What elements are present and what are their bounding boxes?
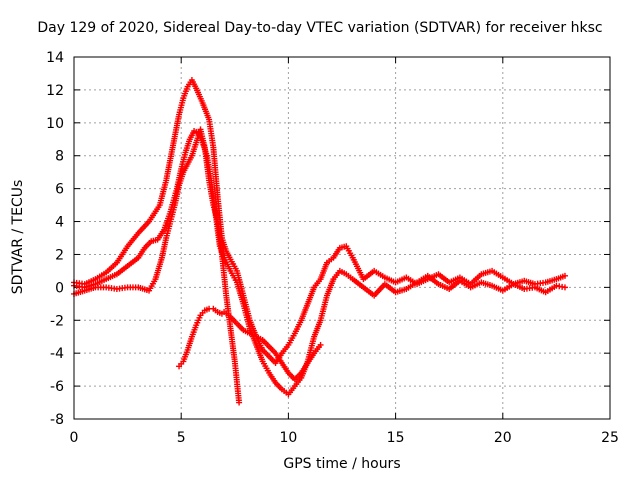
y-tick-label: 4 (55, 215, 64, 231)
y-tick-label: 8 (55, 149, 64, 165)
axis-ticks: 0 5 10 15 20 25 -8 -6 -4 -2 0 2 4 6 8 10 12 14 (46, 50, 619, 446)
y-tick-label: -6 (50, 379, 64, 395)
x-tick-label: 20 (494, 430, 512, 446)
grid (74, 57, 610, 419)
y-tick-label: -4 (50, 346, 64, 362)
x-axis-label: GPS time / hours (283, 456, 401, 472)
y-axis-label: SDTVAR / TECUs (10, 179, 26, 295)
y-tick-label: 10 (46, 116, 64, 132)
x-tick-label: 0 (70, 430, 79, 446)
x-tick-label: 10 (279, 430, 297, 446)
data-point (561, 284, 568, 291)
data-points (71, 77, 568, 406)
y-tick-label: -8 (50, 412, 64, 428)
data-point (317, 341, 324, 348)
y-tick-label: -2 (50, 313, 64, 329)
y-tick-label: 6 (55, 182, 64, 198)
x-tick-label: 5 (177, 430, 186, 446)
plot-frame (73, 56, 611, 420)
x-tick-label: 25 (601, 430, 619, 446)
y-tick-label: 0 (55, 280, 64, 296)
y-tick-label: 14 (46, 50, 64, 66)
chart-title: Day 129 of 2020, Sidereal Day-to-day VTE… (37, 20, 603, 36)
x-tick-label: 15 (387, 430, 405, 446)
data-point (236, 399, 243, 406)
y-tick-label: 12 (46, 83, 64, 99)
data-point (561, 272, 568, 279)
y-tick-label: 2 (55, 247, 64, 263)
